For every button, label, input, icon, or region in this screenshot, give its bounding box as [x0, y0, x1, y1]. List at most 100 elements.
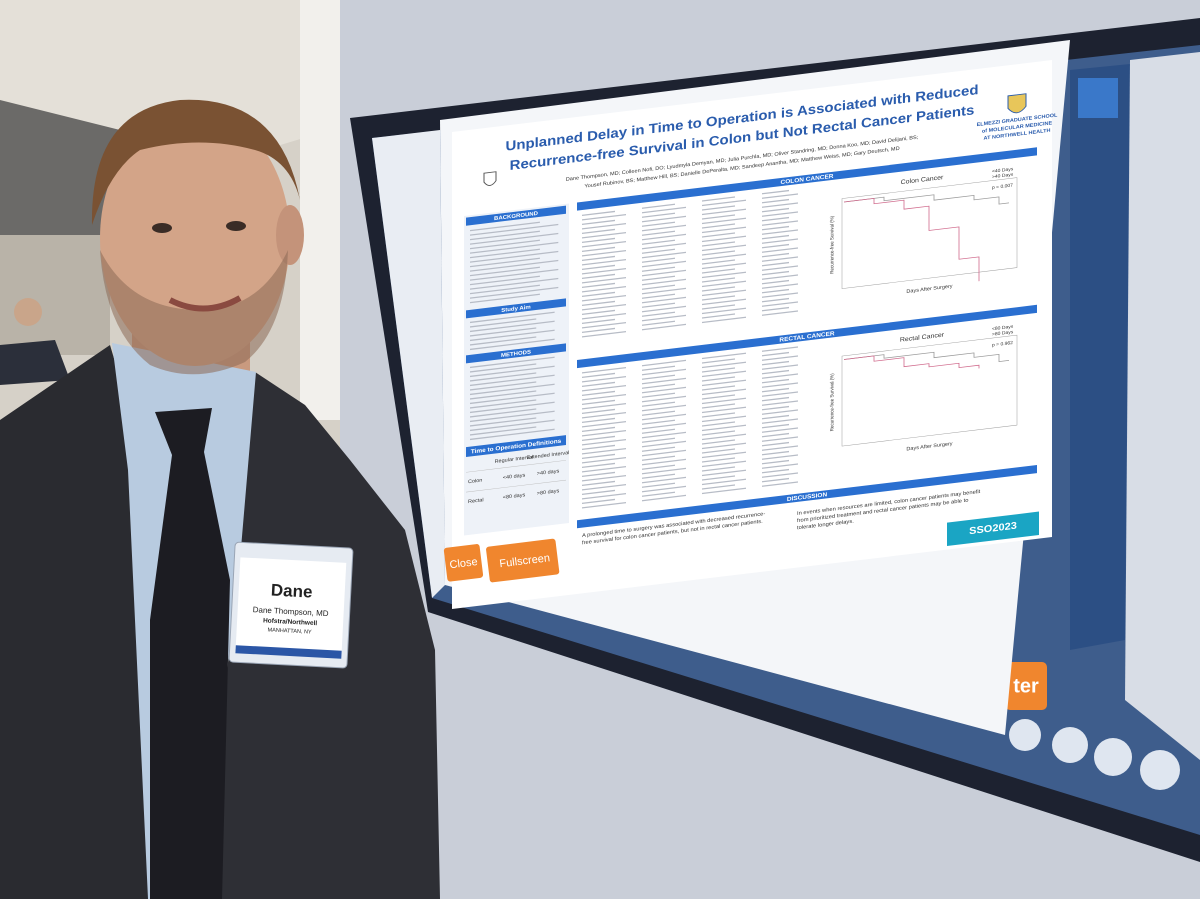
text-line — [642, 476, 686, 484]
text-line — [470, 365, 555, 378]
text-line — [702, 403, 735, 409]
text-line — [642, 242, 686, 250]
text-line — [642, 203, 675, 209]
text-line — [582, 240, 626, 248]
badge-first-name: Dane — [270, 580, 313, 601]
text-line — [582, 249, 626, 257]
text-line — [702, 199, 746, 207]
section-bar — [577, 304, 1037, 369]
survival-curve — [844, 355, 980, 369]
text-line — [702, 379, 746, 387]
text-line — [582, 330, 626, 338]
text-line — [702, 253, 746, 261]
text-line — [642, 323, 686, 331]
text-line — [702, 412, 735, 418]
text-line — [702, 475, 735, 481]
social-icon[interactable] — [1140, 750, 1180, 790]
text-line — [582, 309, 615, 316]
text-line — [702, 352, 746, 360]
text-line — [582, 246, 615, 253]
heading-bar — [466, 343, 566, 364]
text-line — [642, 440, 686, 448]
text-line — [702, 415, 746, 423]
text-line — [642, 296, 686, 304]
text-line — [582, 327, 615, 334]
close-button[interactable] — [443, 544, 484, 582]
text-line — [702, 214, 735, 220]
text-line — [470, 336, 537, 346]
text-line — [702, 367, 735, 373]
text-line — [642, 257, 675, 263]
eye — [226, 221, 246, 231]
social-icon[interactable] — [1052, 727, 1088, 763]
text-line — [582, 411, 626, 419]
x-axis-label: Days After Surgery — [906, 284, 953, 295]
text-line — [762, 270, 789, 276]
text-line — [582, 402, 626, 410]
heading-bar — [466, 205, 566, 226]
text-line — [702, 484, 735, 490]
text-line — [762, 211, 798, 217]
survival-curve — [844, 194, 1009, 205]
text-line — [582, 480, 615, 487]
text-line — [702, 196, 735, 202]
text-line — [582, 291, 615, 298]
table-rule — [466, 460, 566, 473]
text-line — [470, 356, 555, 369]
text-line — [582, 483, 626, 491]
fullscreen-button[interactable] — [486, 538, 560, 583]
text-line — [470, 329, 555, 342]
text-line — [582, 237, 615, 244]
text-line — [642, 233, 686, 241]
social-icon[interactable] — [1094, 738, 1132, 776]
text-line — [642, 473, 675, 479]
text-line — [582, 438, 626, 446]
text-line — [470, 284, 540, 295]
text-line — [582, 417, 615, 424]
y-axis-label: Recurrence-free Survival (%) — [829, 373, 835, 432]
text-line — [702, 259, 735, 265]
text-line — [762, 414, 789, 420]
text-line — [470, 428, 555, 441]
background-button[interactable] — [1005, 662, 1047, 710]
text-line — [470, 293, 540, 304]
text-line — [762, 463, 798, 469]
text-line — [470, 232, 559, 245]
text-line — [702, 208, 746, 216]
text-line — [582, 453, 615, 460]
text-line — [582, 489, 615, 496]
table-cell: Colon — [468, 478, 482, 485]
text-line — [702, 376, 735, 382]
text-line — [762, 310, 798, 316]
social-icon[interactable] — [1009, 719, 1041, 751]
app-close-button[interactable] — [1078, 78, 1118, 118]
text-line — [642, 464, 675, 470]
text-line — [582, 273, 615, 280]
text-line — [762, 445, 798, 451]
text-line — [470, 390, 537, 400]
text-line — [762, 459, 789, 465]
text-line — [642, 260, 686, 268]
text-line — [642, 428, 675, 434]
legend-label: >40 Days — [992, 172, 1014, 180]
ear — [276, 205, 304, 265]
text-line — [470, 381, 537, 391]
legend-label: >80 Days — [992, 329, 1014, 337]
text-line — [702, 466, 735, 472]
text-line — [762, 247, 798, 253]
table-cell: <40 days — [503, 473, 526, 481]
text-line — [642, 485, 686, 493]
text-line — [702, 313, 735, 319]
text-line — [642, 248, 675, 254]
text-line — [642, 266, 675, 272]
text-line — [762, 216, 789, 222]
bystander-head — [14, 298, 42, 326]
text-line — [702, 394, 735, 400]
text-line — [470, 277, 559, 290]
popup-buttons: Close Fullscreen — [443, 538, 560, 583]
text-line — [582, 231, 626, 239]
text-line — [762, 202, 798, 208]
section-heading: Study Aim — [501, 305, 530, 314]
